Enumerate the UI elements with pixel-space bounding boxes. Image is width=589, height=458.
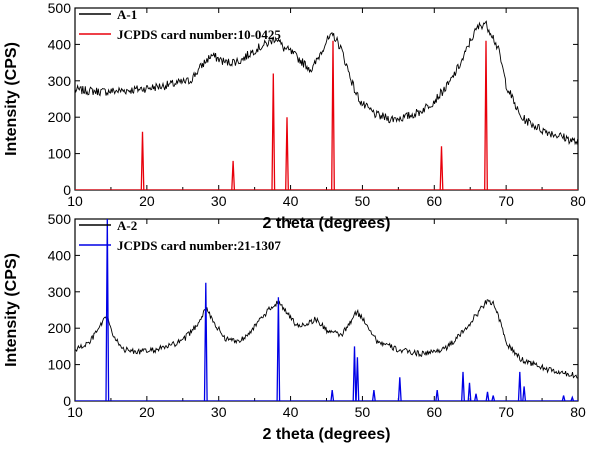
data-layer: [75, 219, 578, 401]
reference-peak: [331, 40, 335, 190]
y-tick-label: 200: [48, 320, 72, 336]
legend-label: JCPDS card number:10-0425: [117, 27, 281, 42]
x-tick-label: 40: [283, 193, 299, 209]
y-tick-label: 400: [48, 36, 72, 52]
reference-peak: [352, 346, 357, 401]
reference-peak: [517, 371, 522, 401]
y-tick-label: 100: [48, 357, 72, 373]
reference-peak: [203, 282, 208, 401]
x-tick-label: 70: [498, 193, 514, 209]
y-tick-label: 300: [48, 284, 72, 300]
legend-label: JCPDS card number:21-1307: [117, 238, 281, 253]
x-tick-label: 30: [211, 193, 227, 209]
reference-peak: [140, 131, 145, 190]
reference-peak: [474, 393, 478, 401]
reference-peak: [285, 117, 289, 190]
reference-peak: [271, 73, 276, 190]
measured-pattern-line: [75, 20, 578, 146]
x-axis-title: 2 theta (degrees): [262, 215, 390, 232]
y-tick-label: 200: [48, 109, 72, 125]
reference-peak: [485, 391, 490, 401]
reference-peak: [397, 377, 402, 401]
x-tick-label: 60: [426, 193, 442, 209]
x-tick-label: 80: [570, 193, 586, 209]
x-axis-title: 2 theta (degrees): [262, 426, 390, 443]
measured-pattern-line: [75, 299, 578, 379]
reference-peak: [371, 390, 376, 401]
x-tick-label: 70: [498, 404, 514, 420]
reference-peak: [330, 390, 335, 401]
panel-a1: 10 20 30 40 50 60 70 80 0 100 200 300 400 500 2 theta …: [3, 0, 586, 232]
x-tick-label: 50: [355, 404, 371, 420]
reference-peak: [467, 382, 472, 401]
x-tick-label: 60: [426, 404, 442, 420]
reference-peak: [105, 219, 110, 401]
reference-peak: [570, 395, 575, 401]
reference-peak: [561, 395, 566, 401]
reference-peak: [355, 357, 360, 401]
reference-peak: [439, 146, 444, 190]
reference-peak: [461, 371, 465, 401]
x-tick-label: 20: [139, 404, 155, 420]
y-axis-title: Intensity (CPS): [3, 253, 20, 367]
legend-label: A-2: [117, 218, 137, 233]
y-tick-label: 400: [48, 247, 72, 263]
x-tick-label: 80: [570, 404, 586, 420]
y-axis-title: Intensity (CPS): [3, 42, 20, 156]
reference-peak: [522, 386, 527, 401]
y-tick-label: 300: [48, 73, 72, 89]
y-tick-label: 0: [63, 182, 71, 198]
reference-peak: [491, 395, 496, 401]
y-tick-label: 0: [63, 393, 71, 409]
reference-peak: [276, 297, 281, 401]
y-tick-label: 500: [48, 0, 72, 16]
x-tick-label: 50: [355, 193, 371, 209]
y-tick-label: 100: [48, 146, 72, 162]
reference-peak: [484, 40, 488, 190]
x-tick-label: 30: [211, 404, 227, 420]
x-tick-label: 40: [283, 404, 299, 420]
x-tick-label: 10: [67, 404, 83, 420]
data-layer: [75, 20, 578, 190]
x-tick-label: 20: [139, 193, 155, 209]
legend-label: A-1: [117, 7, 137, 22]
reference-peak: [231, 160, 236, 190]
reference-peak: [435, 390, 440, 401]
x-tick-label: 10: [67, 193, 83, 209]
panel-a2: 10 20 30 40 50 60 70 80 0 100 200 300 400 500 2 theta …: [3, 211, 586, 443]
y-tick-label: 500: [48, 211, 72, 227]
